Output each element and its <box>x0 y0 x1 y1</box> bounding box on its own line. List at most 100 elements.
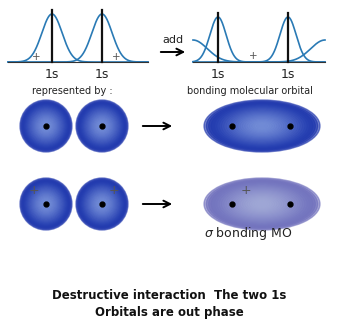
Ellipse shape <box>31 188 62 219</box>
Ellipse shape <box>243 118 281 134</box>
Ellipse shape <box>208 180 315 228</box>
Ellipse shape <box>24 182 68 226</box>
Ellipse shape <box>42 200 50 208</box>
Ellipse shape <box>23 103 69 149</box>
Ellipse shape <box>91 193 114 215</box>
Ellipse shape <box>94 196 110 212</box>
Ellipse shape <box>36 116 56 136</box>
Ellipse shape <box>97 121 107 131</box>
Ellipse shape <box>237 115 287 137</box>
Text: +: + <box>32 52 40 62</box>
Ellipse shape <box>22 180 70 228</box>
Ellipse shape <box>86 188 118 219</box>
Ellipse shape <box>78 102 126 150</box>
Ellipse shape <box>37 195 55 213</box>
Ellipse shape <box>89 114 115 138</box>
Ellipse shape <box>92 116 113 136</box>
Ellipse shape <box>28 108 64 144</box>
Ellipse shape <box>216 183 308 225</box>
Ellipse shape <box>32 190 61 218</box>
Ellipse shape <box>227 111 297 142</box>
Ellipse shape <box>213 182 311 226</box>
Ellipse shape <box>22 102 70 150</box>
Ellipse shape <box>218 106 306 146</box>
Text: Destructive interaction  The two 1s
Orbitals are out phase: Destructive interaction The two 1s Orbit… <box>52 289 286 319</box>
Ellipse shape <box>79 181 125 227</box>
Ellipse shape <box>97 199 107 209</box>
Ellipse shape <box>92 194 113 214</box>
Ellipse shape <box>83 185 121 223</box>
Ellipse shape <box>36 194 56 214</box>
Ellipse shape <box>95 119 109 133</box>
Ellipse shape <box>246 119 278 133</box>
Ellipse shape <box>223 108 301 144</box>
Ellipse shape <box>99 201 105 207</box>
Ellipse shape <box>84 186 120 222</box>
Ellipse shape <box>225 109 299 143</box>
Text: represented by :: represented by : <box>32 86 112 96</box>
Text: 1s: 1s <box>281 67 295 80</box>
Ellipse shape <box>21 101 71 151</box>
Ellipse shape <box>33 113 60 139</box>
Text: +: + <box>241 185 251 198</box>
Ellipse shape <box>89 192 115 216</box>
Ellipse shape <box>41 121 51 131</box>
Ellipse shape <box>241 117 283 135</box>
Ellipse shape <box>230 112 295 140</box>
Ellipse shape <box>255 123 269 129</box>
Ellipse shape <box>42 122 50 130</box>
Ellipse shape <box>80 104 124 148</box>
Text: +: + <box>29 185 39 198</box>
Ellipse shape <box>93 195 111 213</box>
Ellipse shape <box>94 118 110 134</box>
Ellipse shape <box>34 114 59 138</box>
Ellipse shape <box>39 197 53 211</box>
Ellipse shape <box>218 184 306 224</box>
Ellipse shape <box>31 111 62 142</box>
Ellipse shape <box>32 112 61 140</box>
Ellipse shape <box>232 113 292 139</box>
Ellipse shape <box>38 118 54 134</box>
Ellipse shape <box>39 119 53 133</box>
Ellipse shape <box>220 107 304 145</box>
Ellipse shape <box>246 197 278 211</box>
Ellipse shape <box>248 120 276 132</box>
Ellipse shape <box>77 101 127 151</box>
Ellipse shape <box>24 104 68 148</box>
Ellipse shape <box>253 122 271 130</box>
Ellipse shape <box>41 199 51 209</box>
Ellipse shape <box>86 111 118 142</box>
Ellipse shape <box>25 105 67 147</box>
Text: add: add <box>162 35 183 45</box>
Ellipse shape <box>98 122 106 130</box>
Ellipse shape <box>43 123 49 129</box>
Ellipse shape <box>95 197 109 211</box>
Text: +: + <box>109 185 119 198</box>
Text: 1s: 1s <box>211 67 225 80</box>
Ellipse shape <box>37 117 55 135</box>
Ellipse shape <box>76 178 128 230</box>
Ellipse shape <box>253 200 271 208</box>
Ellipse shape <box>76 100 128 152</box>
Ellipse shape <box>206 179 318 229</box>
Ellipse shape <box>43 201 49 207</box>
Ellipse shape <box>243 196 281 212</box>
Ellipse shape <box>26 106 66 146</box>
Ellipse shape <box>204 100 320 152</box>
Ellipse shape <box>220 185 304 223</box>
Ellipse shape <box>234 114 290 138</box>
Ellipse shape <box>255 201 269 207</box>
Ellipse shape <box>241 195 283 213</box>
Ellipse shape <box>227 188 297 219</box>
Ellipse shape <box>85 109 119 143</box>
Ellipse shape <box>230 190 295 218</box>
Text: $\sigma$ bonding MO: $\sigma$ bonding MO <box>204 225 292 242</box>
Ellipse shape <box>80 182 124 226</box>
Ellipse shape <box>27 185 65 223</box>
Ellipse shape <box>38 196 54 212</box>
Ellipse shape <box>99 123 105 129</box>
Ellipse shape <box>88 191 116 217</box>
Ellipse shape <box>208 102 315 150</box>
Ellipse shape <box>20 178 72 230</box>
Ellipse shape <box>225 187 299 221</box>
